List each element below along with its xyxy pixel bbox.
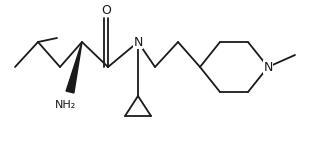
Text: N: N — [133, 36, 143, 49]
Text: N: N — [263, 61, 273, 74]
Polygon shape — [66, 42, 82, 93]
Text: O: O — [101, 4, 111, 16]
Text: NH₂: NH₂ — [54, 100, 76, 110]
